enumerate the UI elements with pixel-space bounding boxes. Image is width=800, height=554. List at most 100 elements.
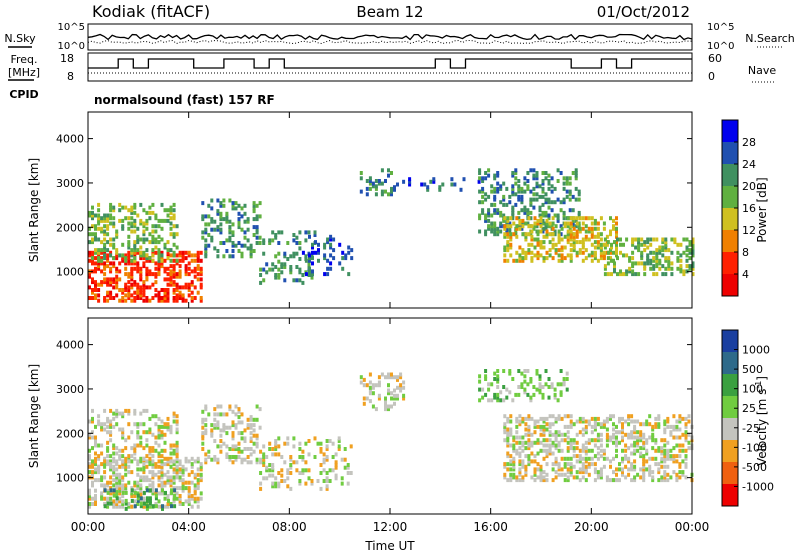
- data-cell: [286, 476, 290, 481]
- data-cell: [524, 467, 528, 472]
- data-cell: [246, 246, 250, 251]
- data-cell: [642, 443, 646, 448]
- data-cell: [240, 412, 244, 417]
- data-cell: [187, 494, 191, 498]
- data-cell: [565, 387, 569, 392]
- data-cell: [178, 293, 182, 298]
- data-cell: [544, 226, 548, 231]
- data-cell: [572, 440, 576, 445]
- data-cell: [130, 430, 134, 435]
- data-cell: [619, 237, 622, 242]
- data-cell: [390, 192, 393, 197]
- data-cell: [298, 267, 302, 272]
- data-cell: [584, 464, 588, 469]
- data-cell: [509, 216, 513, 221]
- data-cell: [292, 436, 296, 441]
- data-cell: [127, 208, 131, 213]
- data-cell: [560, 438, 564, 443]
- data-cell: [484, 213, 488, 218]
- data-cell: [166, 293, 170, 298]
- data-cell: [154, 502, 158, 506]
- data-cell: [160, 462, 164, 467]
- data-cell: [201, 417, 205, 422]
- data-cell: [581, 470, 585, 475]
- data-cell: [628, 256, 632, 261]
- data-cell: [645, 459, 649, 464]
- data-cell: [94, 496, 97, 501]
- data-cell: [160, 261, 164, 266]
- data-cell: [112, 499, 116, 504]
- data-cell: [317, 242, 320, 247]
- data-cell: [612, 435, 615, 440]
- data-cell: [169, 277, 173, 282]
- data-cell: [112, 411, 116, 416]
- data-cell: [157, 218, 161, 223]
- data-cell: [193, 488, 197, 493]
- data-cell: [319, 471, 323, 475]
- data-cell: [402, 385, 406, 390]
- data-cell: [615, 226, 618, 231]
- data-cell: [175, 467, 179, 472]
- data-cell: [172, 451, 176, 456]
- data-cell: [672, 424, 676, 429]
- data-cell: [178, 269, 182, 274]
- data-cell: [328, 479, 332, 483]
- data-cell: [548, 451, 552, 456]
- data-cell: [545, 451, 549, 456]
- data-cell: [121, 502, 125, 506]
- data-cell: [133, 210, 137, 215]
- data-cell: [542, 475, 546, 480]
- data-cell: [484, 171, 488, 175]
- data-cell: [298, 479, 302, 483]
- data-cell: [481, 208, 485, 213]
- data-cell: [121, 486, 125, 491]
- data-cell: [509, 224, 513, 229]
- data-cell: [109, 221, 113, 226]
- colorbar-segment: [722, 274, 738, 297]
- data-cell: [145, 464, 149, 469]
- data-cell: [624, 454, 628, 459]
- data-cell: [292, 238, 296, 243]
- data-cell: [666, 419, 670, 424]
- data-cell: [399, 385, 403, 390]
- data-cell: [550, 208, 554, 213]
- data-cell: [622, 253, 625, 258]
- data-cell: [319, 449, 323, 454]
- data-cell: [524, 470, 528, 475]
- data-cell: [517, 224, 521, 229]
- data-cell: [103, 488, 107, 493]
- data-cell: [109, 266, 113, 271]
- nsky-label: N.Sky: [4, 32, 36, 45]
- data-cell: [521, 440, 525, 445]
- data-cell: [575, 221, 579, 226]
- data-cell: [249, 447, 253, 451]
- data-cell: [259, 486, 263, 491]
- data-cell: [130, 491, 134, 496]
- data-cell: [148, 256, 152, 261]
- data-cell: [326, 272, 330, 277]
- data-cell: [362, 396, 366, 401]
- data-cell: [529, 232, 533, 237]
- data-cell: [97, 253, 101, 258]
- data-cell: [499, 398, 503, 403]
- data-cell: [526, 221, 530, 226]
- data-cell: [547, 213, 551, 218]
- data-cell: [509, 432, 513, 437]
- data-cell: [499, 200, 503, 205]
- data-cell: [112, 261, 116, 266]
- data-cell: [487, 226, 491, 231]
- data-cell: [506, 462, 510, 467]
- data-cell: [115, 408, 119, 413]
- data-cell: [557, 440, 561, 445]
- data-cell: [181, 258, 185, 263]
- data-cell: [112, 237, 116, 242]
- data-cell: [160, 218, 164, 223]
- data-cell: [127, 293, 131, 298]
- data-cell: [535, 176, 539, 181]
- data-cell: [175, 456, 179, 461]
- data-cell: [533, 216, 537, 221]
- data-cell: [103, 280, 107, 285]
- data-cell: [292, 251, 296, 256]
- data-cell: [234, 412, 238, 417]
- data-cell: [663, 454, 667, 459]
